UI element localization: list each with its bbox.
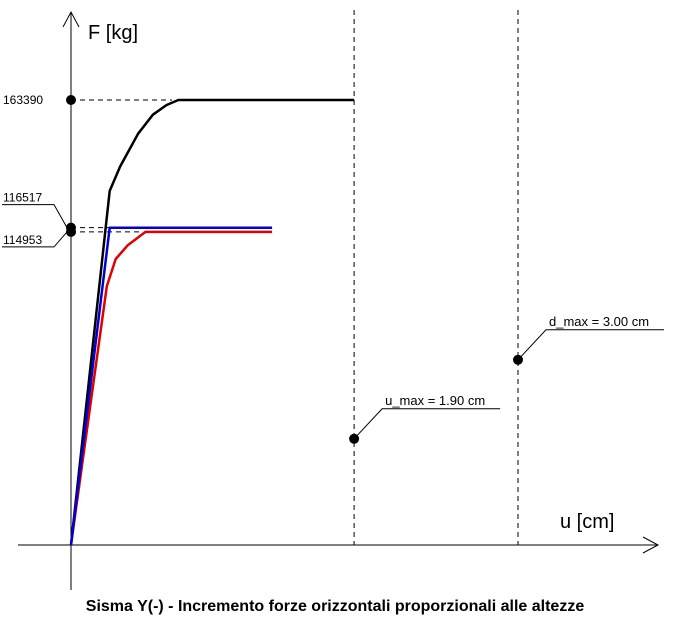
y-value-leader-1 bbox=[2, 204, 68, 228]
y-value-leader-2 bbox=[2, 231, 68, 248]
y-value-label-0: 163390 bbox=[3, 93, 43, 107]
y-point-0 bbox=[66, 95, 76, 105]
marker-leader-1 bbox=[517, 329, 664, 361]
y-value-label-1: 116517 bbox=[3, 191, 42, 205]
series-line-2 bbox=[69, 226, 273, 546]
marker-label-1: d_max = 3.00 cm bbox=[549, 314, 649, 329]
series-line-1 bbox=[69, 230, 273, 546]
chart-title: Sisma Y(-) - Incremento forze orizzontal… bbox=[85, 598, 585, 615]
marker-point-0 bbox=[349, 433, 360, 444]
y-value-label-2: 114953 bbox=[3, 233, 42, 247]
chart-text: F [kg] u [cm] u_max = 1.90 cm d_max = 3.00 … bbox=[3, 22, 649, 533]
pushover-chart: F [kg] u [cm] u_max = 1.90 cm d_max = 3.00 … bbox=[2, 10, 664, 590]
x-axis-arrow bbox=[642, 536, 660, 554]
marker-point-1 bbox=[513, 354, 523, 365]
marker-label-0: u_max = 1.90 cm bbox=[385, 393, 485, 408]
axes bbox=[18, 10, 660, 590]
marker-leader-0 bbox=[353, 408, 501, 440]
series-line-0 bbox=[69, 98, 355, 546]
y-point-2 bbox=[66, 226, 76, 237]
series-lines bbox=[69, 98, 355, 546]
x-axis-label: u [cm] bbox=[560, 511, 614, 533]
reference-lines bbox=[2, 99, 664, 440]
marked-points bbox=[66, 95, 523, 444]
y-axis-arrow bbox=[62, 10, 80, 28]
vertical-marker-lines bbox=[353, 10, 519, 545]
y-axis-label: F [kg] bbox=[88, 22, 138, 44]
